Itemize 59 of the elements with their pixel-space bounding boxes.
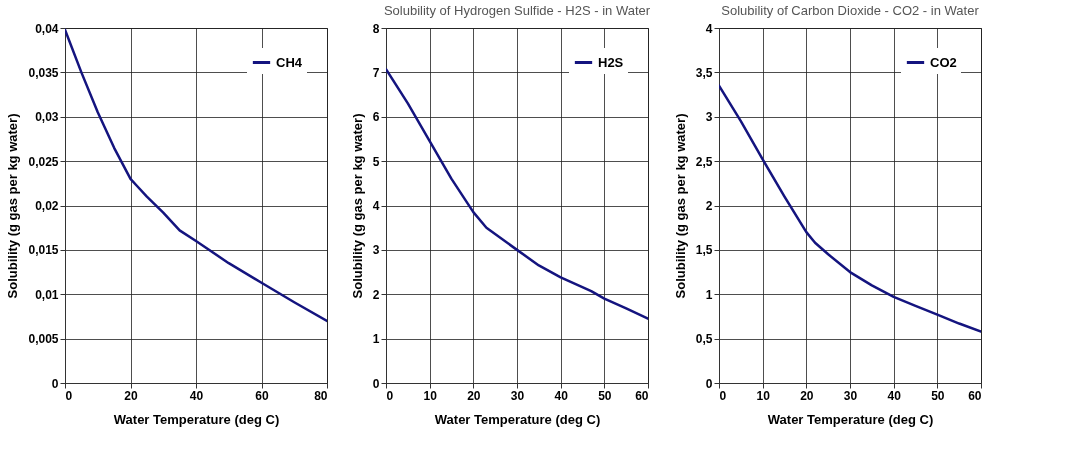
y-tick-label: 0,015 xyxy=(28,243,59,258)
y-tick-label: 0,04 xyxy=(35,21,59,36)
x-tick-label: 20 xyxy=(124,388,138,403)
y-tick-label: 1 xyxy=(705,287,713,302)
line-series xyxy=(386,68,648,320)
y-tick-label: 0,005 xyxy=(28,332,59,347)
x-tick-label: 80 xyxy=(314,388,328,403)
x-tick-label: 10 xyxy=(756,388,771,403)
y-tick-label: 7 xyxy=(372,65,380,80)
y-tick-label: 4 xyxy=(705,21,713,36)
x-tick-label: 50 xyxy=(931,388,945,403)
y-tick-label: 0 xyxy=(705,376,713,391)
chart-title: Solubility of Hydrogen Sulfide - H2S - in Water xyxy=(383,3,651,18)
y-tick-label: 3,5 xyxy=(695,65,713,80)
y-tick-label: 2,5 xyxy=(695,154,713,169)
y-tick-label: 3 xyxy=(372,243,380,258)
x-tick-label: 0 xyxy=(65,388,73,403)
x-tick-label: 50 xyxy=(598,388,612,403)
x-tick-label: 0 xyxy=(719,388,727,403)
x-tick-label: 60 xyxy=(255,388,269,403)
x-tick-label: 60 xyxy=(968,388,982,403)
y-axis-title: Solubility (g gas per kg water) xyxy=(349,113,365,299)
y-tick-label: 0,03 xyxy=(35,110,59,125)
x-axis-title: Water Temperature (deg C) xyxy=(767,411,934,427)
x-tick-label: 30 xyxy=(843,388,858,403)
x-tick-label: 20 xyxy=(467,388,481,403)
y-tick-label: 0,025 xyxy=(28,154,59,169)
y-tick-label: 2 xyxy=(705,199,713,213)
x-tick-label: 30 xyxy=(510,388,525,403)
y-tick-label: 4 xyxy=(372,199,380,213)
y-tick-label: 0 xyxy=(372,376,380,391)
y-tick-label: 0,02 xyxy=(35,199,59,213)
x-tick-label: 10 xyxy=(423,388,438,403)
x-tick-label: 0 xyxy=(386,388,394,403)
y-tick-label: 2 xyxy=(372,287,380,302)
y-axis-title: Solubility (g gas per kg water) xyxy=(5,113,21,299)
y-tick-label: 6 xyxy=(372,110,380,125)
y-tick-label: 0,035 xyxy=(28,65,59,80)
legend-label: CO2 xyxy=(930,54,957,70)
legend-label: H2S xyxy=(598,54,624,70)
x-tick-label: 20 xyxy=(800,388,814,403)
y-tick-label: 8 xyxy=(372,21,380,36)
x-tick-label: 40 xyxy=(189,388,204,403)
x-axis-title: Water Temperature (deg C) xyxy=(434,411,601,427)
x-tick-label: 40 xyxy=(554,388,569,403)
y-tick-label: 0 xyxy=(51,376,59,391)
y-tick-label: 1,5 xyxy=(695,243,713,258)
chart-title: Solubility of Carbon Dioxide - CO2 - in Water xyxy=(721,3,980,18)
y-tick-label: 3 xyxy=(705,110,713,125)
line-series xyxy=(719,84,981,333)
y-tick-label: 0,01 xyxy=(35,287,59,302)
y-axis-title: Solubility (g gas per kg water) xyxy=(672,113,688,299)
x-tick-label: 60 xyxy=(635,388,649,403)
x-axis-title: Water Temperature (deg C) xyxy=(113,411,280,427)
y-tick-label: 1 xyxy=(372,332,380,347)
y-tick-label: 5 xyxy=(372,154,380,169)
legend-label: CH4 xyxy=(276,54,303,70)
x-tick-label: 40 xyxy=(887,388,902,403)
y-tick-label: 0,5 xyxy=(695,332,713,347)
